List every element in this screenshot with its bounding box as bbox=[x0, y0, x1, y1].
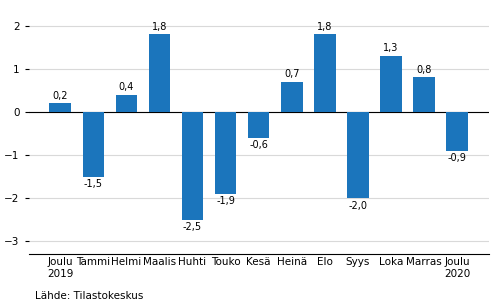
Text: 0,4: 0,4 bbox=[119, 82, 134, 92]
Text: 0,2: 0,2 bbox=[52, 91, 68, 101]
Bar bbox=[82, 112, 104, 177]
Bar bbox=[447, 112, 468, 151]
Bar bbox=[215, 112, 236, 194]
Text: Lähde: Tilastokeskus: Lähde: Tilastokeskus bbox=[35, 291, 143, 301]
Text: -0,6: -0,6 bbox=[249, 140, 268, 150]
Text: -0,9: -0,9 bbox=[448, 153, 466, 163]
Text: -1,5: -1,5 bbox=[84, 179, 103, 189]
Text: -1,9: -1,9 bbox=[216, 196, 235, 206]
Bar bbox=[182, 112, 203, 220]
Text: 1,3: 1,3 bbox=[384, 43, 399, 53]
Bar bbox=[347, 112, 369, 198]
Text: 1,8: 1,8 bbox=[317, 22, 333, 32]
Bar bbox=[281, 82, 303, 112]
Bar bbox=[149, 34, 170, 112]
Bar bbox=[413, 78, 435, 112]
Bar bbox=[116, 95, 137, 112]
Text: 0,8: 0,8 bbox=[417, 65, 432, 75]
Bar bbox=[380, 56, 402, 112]
Bar bbox=[49, 103, 71, 112]
Bar bbox=[314, 34, 336, 112]
Text: -2,5: -2,5 bbox=[183, 222, 202, 232]
Text: 0,7: 0,7 bbox=[284, 69, 300, 79]
Text: -2,0: -2,0 bbox=[349, 201, 367, 211]
Bar bbox=[248, 112, 270, 138]
Text: 1,8: 1,8 bbox=[152, 22, 167, 32]
